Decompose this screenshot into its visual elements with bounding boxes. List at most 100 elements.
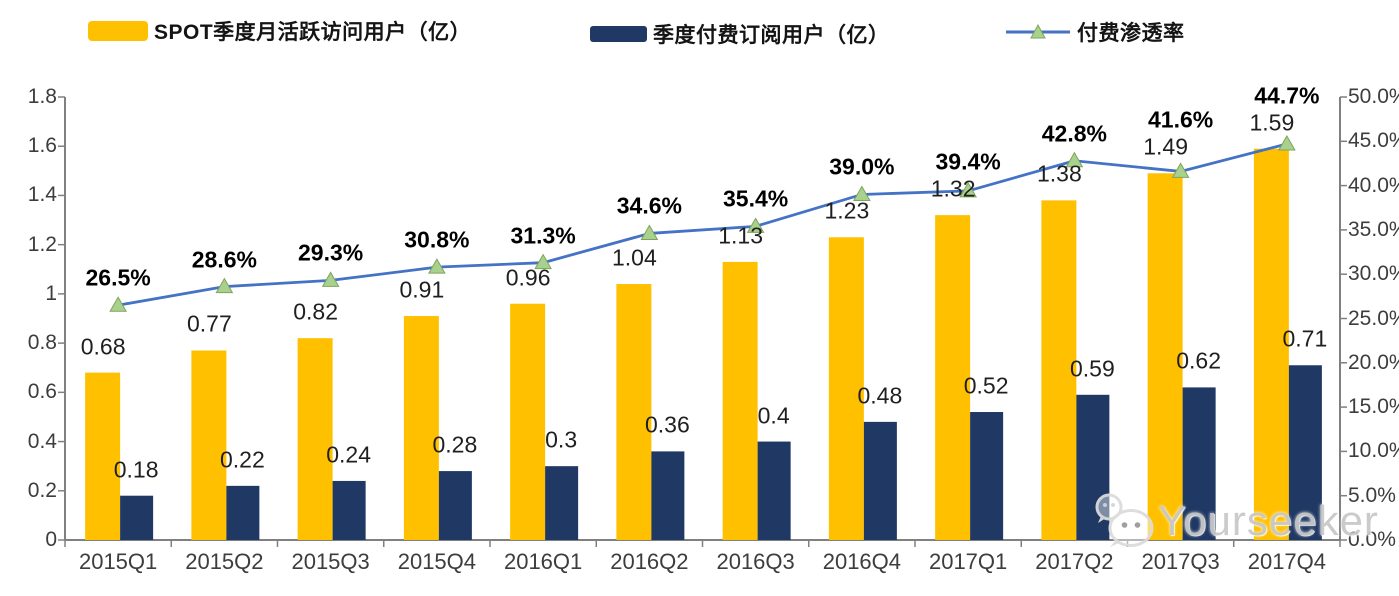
triangle-marker-icon	[959, 181, 977, 198]
y-axis-left-tick-label: 0.4	[27, 429, 57, 453]
x-axis-category-label: 2015Q4	[397, 549, 477, 574]
paid-bar	[226, 485, 260, 540]
penetration-point-label: 30.8%	[404, 226, 470, 253]
y-axis-left-tick-label: 0.6	[27, 380, 57, 404]
mau-bar-label: 1.38	[1036, 160, 1082, 187]
penetration-point-label: 35.4%	[723, 185, 789, 212]
y-axis-right-tick-label: 30.0%	[1348, 262, 1399, 286]
paid-bar-label: 0.4	[757, 402, 790, 429]
paid-bar-label: 0.3	[545, 426, 578, 453]
penetration-point-label: 44.7%	[1254, 82, 1320, 109]
y-axis-right-tick-label: 50.0%	[1348, 85, 1399, 108]
paid-bar-label: 0.52	[963, 372, 1009, 399]
paid-bar-label: 0.22	[219, 446, 265, 473]
mau-bar	[828, 237, 864, 541]
mau-bar	[510, 303, 546, 540]
mau-bar-label: 1.04	[611, 244, 657, 271]
mau-bar	[403, 316, 439, 540]
paid-bar-label: 0.18	[113, 456, 159, 483]
y-axis-right-tick-label: 5.0%	[1348, 483, 1396, 507]
mau-legend-swatch-icon	[88, 21, 148, 41]
paid-bar	[651, 451, 685, 540]
penetration-point-label: 41.6%	[1148, 106, 1214, 133]
x-axis-category-label: 2017Q3	[1141, 549, 1220, 574]
triangle-marker-icon	[746, 217, 765, 233]
mau-bar-label: 0.96	[505, 264, 551, 291]
mau-bar-label: 0.82	[293, 298, 339, 325]
penetration-legend-label: 付费渗透率	[1077, 22, 1185, 45]
triangle-marker-icon	[321, 271, 340, 287]
penetration-point-label: 28.6%	[191, 246, 257, 273]
mau-bar	[1147, 173, 1183, 541]
wechat-icon	[1095, 493, 1154, 547]
legend-item-penetration: 付费渗透率	[1005, 17, 1185, 47]
penetration-point-label: 31.3%	[510, 222, 576, 249]
paid-bar-label: 0.24	[326, 441, 372, 468]
penetration-point-label: 39.4%	[935, 148, 1001, 175]
watermark: Yourseeker	[1092, 492, 1379, 550]
x-axis-category-label: 2016Q2	[610, 549, 689, 574]
mau-bar-label: 0.91	[399, 276, 445, 303]
penetration-point-label: 34.6%	[616, 192, 682, 219]
x-axis-category-label: 2015Q1	[78, 549, 158, 574]
y-axis-right-tick-label: 25.0%	[1348, 306, 1399, 330]
x-axis-category-label: 2015Q3	[291, 549, 370, 574]
triangle-marker-icon	[853, 185, 871, 201]
paid-bar	[1076, 394, 1110, 540]
y-axis-right-tick-label: 20.0%	[1348, 350, 1399, 374]
penetration-point-label: 29.3%	[298, 239, 364, 266]
paid-bar-label: 0.71	[1282, 325, 1328, 352]
y-axis-left-tick-label: 0.2	[27, 478, 57, 502]
triangle-marker-icon	[428, 258, 446, 274]
paid-bar	[332, 480, 366, 540]
mau-bar-label: 0.77	[186, 310, 232, 337]
mau-bar-label: 0.68	[80, 333, 126, 360]
mau-bar	[297, 338, 333, 540]
mau-bar-label: 1.13	[718, 222, 764, 249]
triangle-marker-icon	[534, 253, 552, 270]
mau-bar	[85, 372, 121, 540]
x-axis-category-label: 2016Q3	[716, 549, 795, 574]
y-axis-left-tick-label: 0	[45, 528, 57, 551]
penetration-point-label: 39.0%	[829, 153, 895, 180]
paid-bar	[970, 412, 1004, 540]
triangle-marker-icon	[215, 277, 234, 294]
triangle-marker-icon	[640, 224, 659, 240]
triangle-marker-icon	[1278, 134, 1296, 151]
paid-legend-label: 季度付费订阅用户（亿）	[653, 24, 890, 47]
y-axis-right-tick-label: 0.0%	[1348, 528, 1396, 551]
y-axis-right-tick-label: 10.0%	[1348, 439, 1399, 463]
mau-bar-label: 1.32	[930, 175, 976, 202]
x-axis-category-label: 2017Q1	[928, 549, 1008, 574]
x-axis-category-label: 2016Q1	[503, 549, 583, 574]
mau-bar	[191, 350, 227, 540]
penetration-line	[117, 142, 1288, 307]
y-axis-right-tick-label: 15.0%	[1348, 395, 1399, 419]
paid-bar-label: 0.28	[432, 431, 478, 458]
legend-item-paid: 季度付费订阅用户（亿）	[590, 19, 890, 49]
triangle-marker-icon	[109, 296, 127, 312]
y-axis-left-tick-label: 1.2	[27, 232, 57, 256]
y-axis-right-tick-label: 35.0%	[1348, 217, 1399, 241]
paid-bar-label: 0.36	[644, 411, 690, 438]
paid-bar-label: 0.62	[1176, 347, 1222, 374]
line-marker-legend-icon	[1006, 23, 1070, 39]
paid-bar	[120, 495, 154, 540]
paid-legend-swatch-icon	[590, 26, 647, 42]
penetration-point-label: 42.8%	[1041, 120, 1107, 147]
paid-bar-label: 0.48	[857, 382, 903, 409]
mau-bar-label: 1.23	[824, 197, 870, 224]
mau-bar	[1041, 200, 1077, 540]
mau-bar	[722, 261, 758, 540]
y-axis-left-tick-label: 1.6	[27, 134, 57, 158]
y-axis-left-tick-label: 1.8	[27, 85, 57, 108]
paid-bar	[438, 471, 472, 540]
mau-bar	[1253, 148, 1289, 540]
penetration-point-label: 26.5%	[85, 264, 151, 291]
mau-bar-label: 1.59	[1249, 109, 1295, 136]
paid-bar	[863, 421, 897, 540]
watermark-text: Yourseeker	[1158, 497, 1379, 544]
y-axis-right-tick-label: 45.0%	[1348, 129, 1399, 153]
